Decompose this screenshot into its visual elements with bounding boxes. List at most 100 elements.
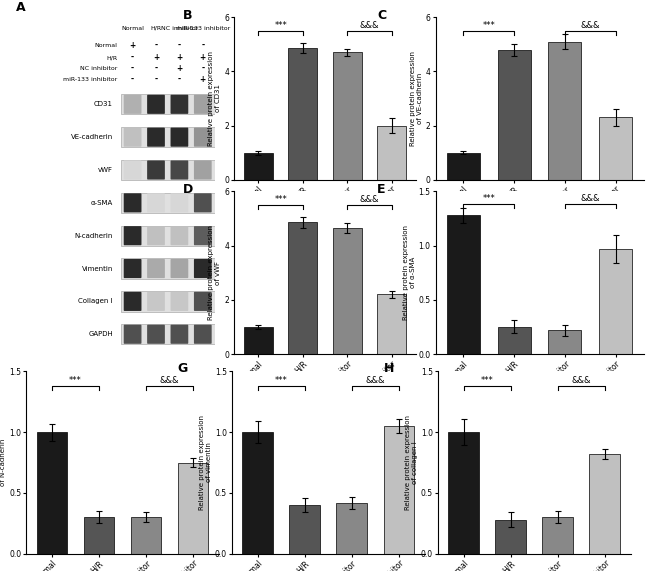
Text: &&&: &&& xyxy=(160,376,179,385)
Text: VE-cadherin: VE-cadherin xyxy=(71,134,113,140)
Bar xyxy=(384,426,414,554)
Bar xyxy=(36,432,67,554)
Bar xyxy=(121,192,214,213)
Text: G: G xyxy=(178,362,188,375)
Bar xyxy=(549,330,581,354)
Y-axis label: Relative protein expression
of α-SMA: Relative protein expression of α-SMA xyxy=(403,225,416,320)
FancyBboxPatch shape xyxy=(124,160,142,179)
FancyBboxPatch shape xyxy=(124,259,142,278)
FancyBboxPatch shape xyxy=(194,325,212,344)
Text: -: - xyxy=(155,75,157,84)
FancyBboxPatch shape xyxy=(147,193,165,212)
Text: -: - xyxy=(155,64,157,73)
Bar xyxy=(289,223,317,354)
FancyBboxPatch shape xyxy=(194,226,212,246)
Text: ***: *** xyxy=(274,21,287,30)
FancyBboxPatch shape xyxy=(194,95,212,114)
FancyBboxPatch shape xyxy=(170,193,188,212)
Text: E: E xyxy=(377,183,385,196)
Y-axis label: Relative protein expression
of VE-cadherin: Relative protein expression of VE-cadher… xyxy=(410,51,423,146)
Text: α-SMA: α-SMA xyxy=(91,200,113,206)
FancyBboxPatch shape xyxy=(147,259,165,278)
FancyBboxPatch shape xyxy=(124,292,142,311)
Bar xyxy=(121,291,214,312)
Bar xyxy=(447,152,480,180)
Text: NC inhibitor: NC inhibitor xyxy=(80,66,117,71)
Text: ***: *** xyxy=(274,195,287,204)
Text: Normal: Normal xyxy=(121,26,144,31)
Text: ***: *** xyxy=(482,195,495,203)
Text: +: + xyxy=(176,64,183,73)
Y-axis label: Relative protein expression
of CD31: Relative protein expression of CD31 xyxy=(209,51,222,146)
Bar xyxy=(84,517,114,554)
FancyBboxPatch shape xyxy=(194,127,212,147)
Text: &&&: &&& xyxy=(580,21,600,30)
Bar xyxy=(131,517,161,554)
Text: -: - xyxy=(178,75,181,84)
FancyBboxPatch shape xyxy=(147,325,165,344)
Y-axis label: Relative protein expression
of vWF: Relative protein expression of vWF xyxy=(209,225,222,320)
FancyBboxPatch shape xyxy=(170,160,188,179)
FancyBboxPatch shape xyxy=(170,226,188,246)
Bar xyxy=(121,160,214,180)
Text: -: - xyxy=(202,64,204,73)
FancyBboxPatch shape xyxy=(124,95,142,114)
Bar xyxy=(289,505,320,554)
FancyBboxPatch shape xyxy=(124,325,142,344)
Text: H/R: H/R xyxy=(106,55,117,60)
Bar xyxy=(599,118,632,180)
Text: -: - xyxy=(131,53,134,62)
Text: &&&: &&& xyxy=(580,195,600,203)
Bar xyxy=(121,258,214,279)
Text: ***: *** xyxy=(275,376,287,385)
Bar xyxy=(244,152,273,180)
Bar xyxy=(121,94,214,114)
FancyBboxPatch shape xyxy=(194,259,212,278)
Bar xyxy=(549,42,581,180)
FancyBboxPatch shape xyxy=(170,259,188,278)
Text: +: + xyxy=(200,75,206,84)
FancyBboxPatch shape xyxy=(170,127,188,147)
FancyBboxPatch shape xyxy=(124,226,142,246)
FancyBboxPatch shape xyxy=(194,292,212,311)
Text: &&&: &&& xyxy=(359,21,379,30)
FancyBboxPatch shape xyxy=(147,160,165,179)
Bar xyxy=(542,517,573,554)
Bar xyxy=(121,324,214,344)
FancyBboxPatch shape xyxy=(147,95,165,114)
Text: &&&: &&& xyxy=(365,376,385,385)
FancyBboxPatch shape xyxy=(170,95,188,114)
Bar xyxy=(599,249,632,354)
Y-axis label: Relative protein expression
of collagen I: Relative protein expression of collagen … xyxy=(405,415,418,510)
Text: H: H xyxy=(384,362,394,375)
Text: miR-133 inhibitor: miR-133 inhibitor xyxy=(176,26,230,31)
Text: ***: *** xyxy=(481,376,493,385)
FancyBboxPatch shape xyxy=(124,127,142,147)
Bar xyxy=(495,520,526,554)
Bar xyxy=(498,327,530,354)
Text: D: D xyxy=(183,183,193,196)
Text: -: - xyxy=(131,64,134,73)
Bar xyxy=(333,53,361,180)
Bar xyxy=(447,215,480,354)
Text: +: + xyxy=(176,53,183,62)
Text: C: C xyxy=(377,9,386,22)
Bar xyxy=(242,432,273,554)
Text: N-cadherin: N-cadherin xyxy=(75,233,113,239)
FancyBboxPatch shape xyxy=(147,226,165,246)
FancyBboxPatch shape xyxy=(194,193,212,212)
FancyBboxPatch shape xyxy=(170,325,188,344)
Text: +: + xyxy=(200,53,206,62)
Text: -: - xyxy=(178,41,181,50)
Bar xyxy=(337,502,367,554)
Bar xyxy=(121,226,214,246)
Text: -: - xyxy=(202,41,204,50)
FancyBboxPatch shape xyxy=(124,193,142,212)
Text: Collagen I: Collagen I xyxy=(79,299,113,304)
Bar xyxy=(177,463,208,554)
Bar xyxy=(448,432,479,554)
Text: miR-133 inhibitor: miR-133 inhibitor xyxy=(63,77,117,82)
Bar xyxy=(333,228,361,354)
Text: GAPDH: GAPDH xyxy=(88,331,113,337)
Text: CD31: CD31 xyxy=(94,101,113,107)
